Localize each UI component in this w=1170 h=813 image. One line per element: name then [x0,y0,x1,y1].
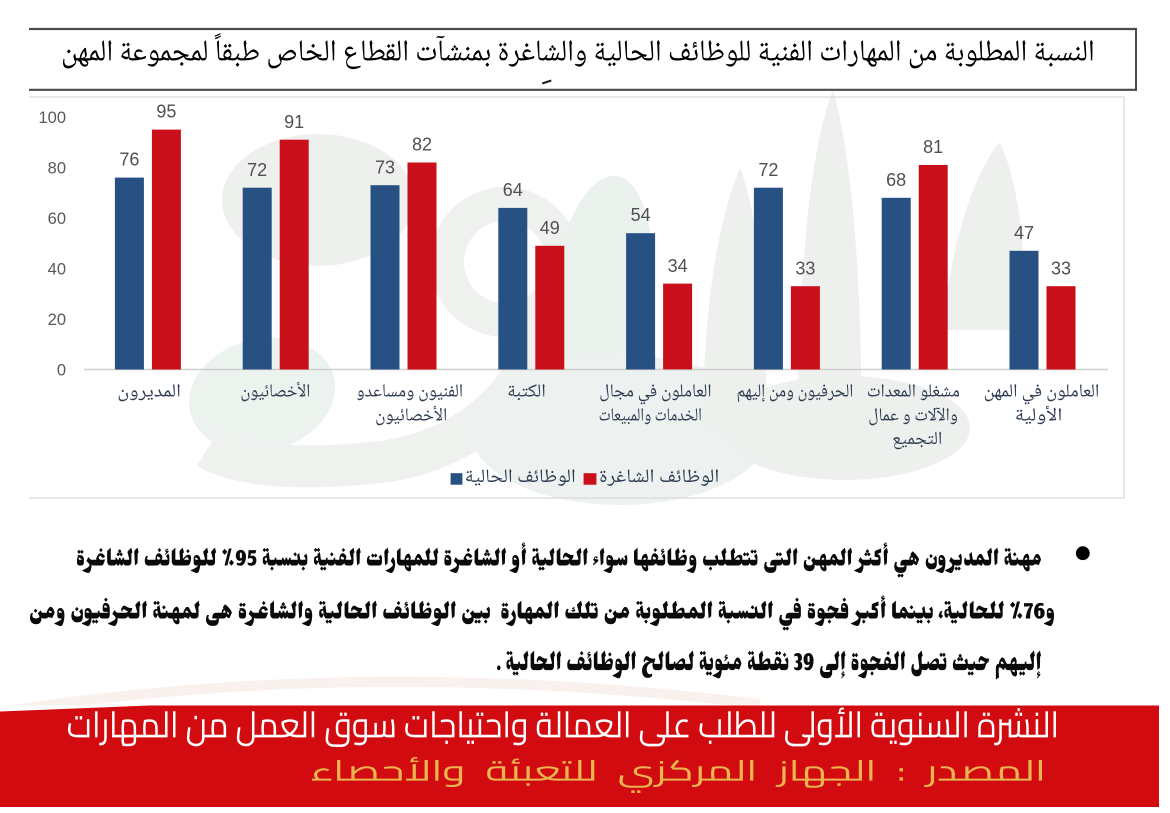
svg-text:33: 33 [795,258,815,278]
svg-text:73: 73 [375,157,395,177]
svg-text:72: 72 [247,160,267,180]
svg-text:72: 72 [758,160,778,180]
svg-text:91: 91 [284,112,304,132]
svg-text:80: 80 [48,159,66,177]
svg-text:34: 34 [668,256,688,276]
svg-text:81: 81 [923,137,943,157]
svg-text:60: 60 [48,210,66,228]
svg-text:49: 49 [540,218,560,238]
svg-text:95: 95 [156,102,176,122]
svg-text:64: 64 [503,180,523,200]
svg-text:33: 33 [1051,258,1071,278]
svg-text:54: 54 [631,205,651,225]
svg-text:100: 100 [38,109,66,127]
svg-text:82: 82 [412,135,432,155]
svg-text:47: 47 [1014,223,1034,243]
svg-text:0: 0 [57,361,66,379]
svg-text:20: 20 [48,311,66,329]
svg-text:76: 76 [119,150,139,170]
svg-text:40: 40 [48,260,66,278]
svg-text:68: 68 [886,170,906,190]
